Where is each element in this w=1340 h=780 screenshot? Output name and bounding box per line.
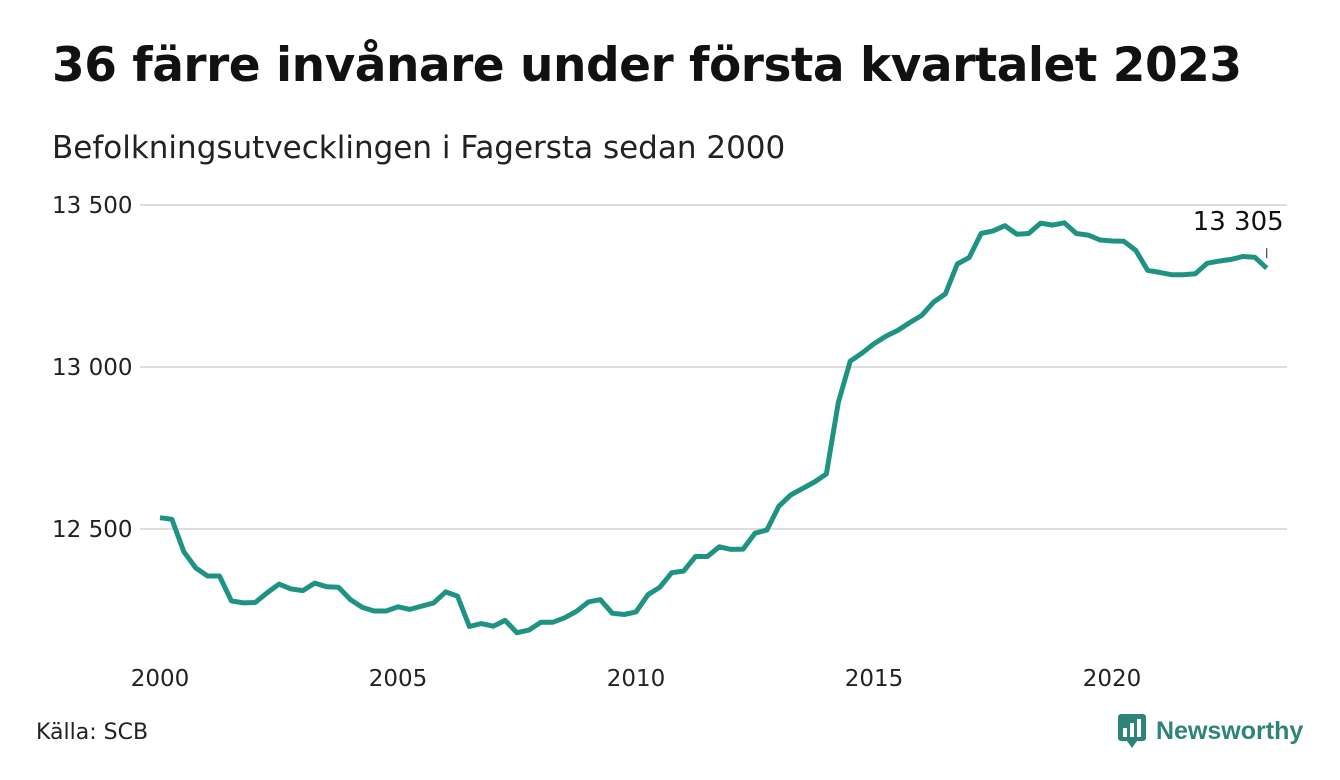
chart-title: 36 färre invånare under första kvartalet… bbox=[52, 38, 1242, 93]
y-tick-label: 13 500 bbox=[52, 193, 132, 219]
x-tick-label: 2020 bbox=[1083, 666, 1142, 692]
newsworthy-logo-icon bbox=[1118, 714, 1146, 748]
y-tick-label: 12 500 bbox=[52, 517, 132, 543]
x-tick-label: 2010 bbox=[607, 666, 666, 692]
y-axis-labels: 12 500 13 000 13 500 bbox=[52, 193, 132, 543]
brand-name: Newsworthy bbox=[1156, 716, 1304, 745]
x-tick-label: 2015 bbox=[845, 666, 904, 692]
gridlines bbox=[140, 204, 1287, 530]
y-tick-label: 13 000 bbox=[52, 355, 132, 381]
x-tick-label: 2000 bbox=[131, 666, 190, 692]
last-value-label: 13 305 bbox=[1193, 207, 1284, 237]
x-axis-labels: 2000 2005 2010 2015 2020 bbox=[131, 666, 1142, 692]
series-line bbox=[159, 220, 1269, 636]
data-points bbox=[160, 223, 1267, 633]
x-tick-label: 2005 bbox=[369, 666, 428, 692]
chart-subtitle: Befolkningsutvecklingen i Fagersta sedan… bbox=[52, 130, 786, 166]
brand-logo: Newsworthy bbox=[1118, 714, 1303, 748]
source-note: Källa: SCB bbox=[36, 720, 149, 745]
